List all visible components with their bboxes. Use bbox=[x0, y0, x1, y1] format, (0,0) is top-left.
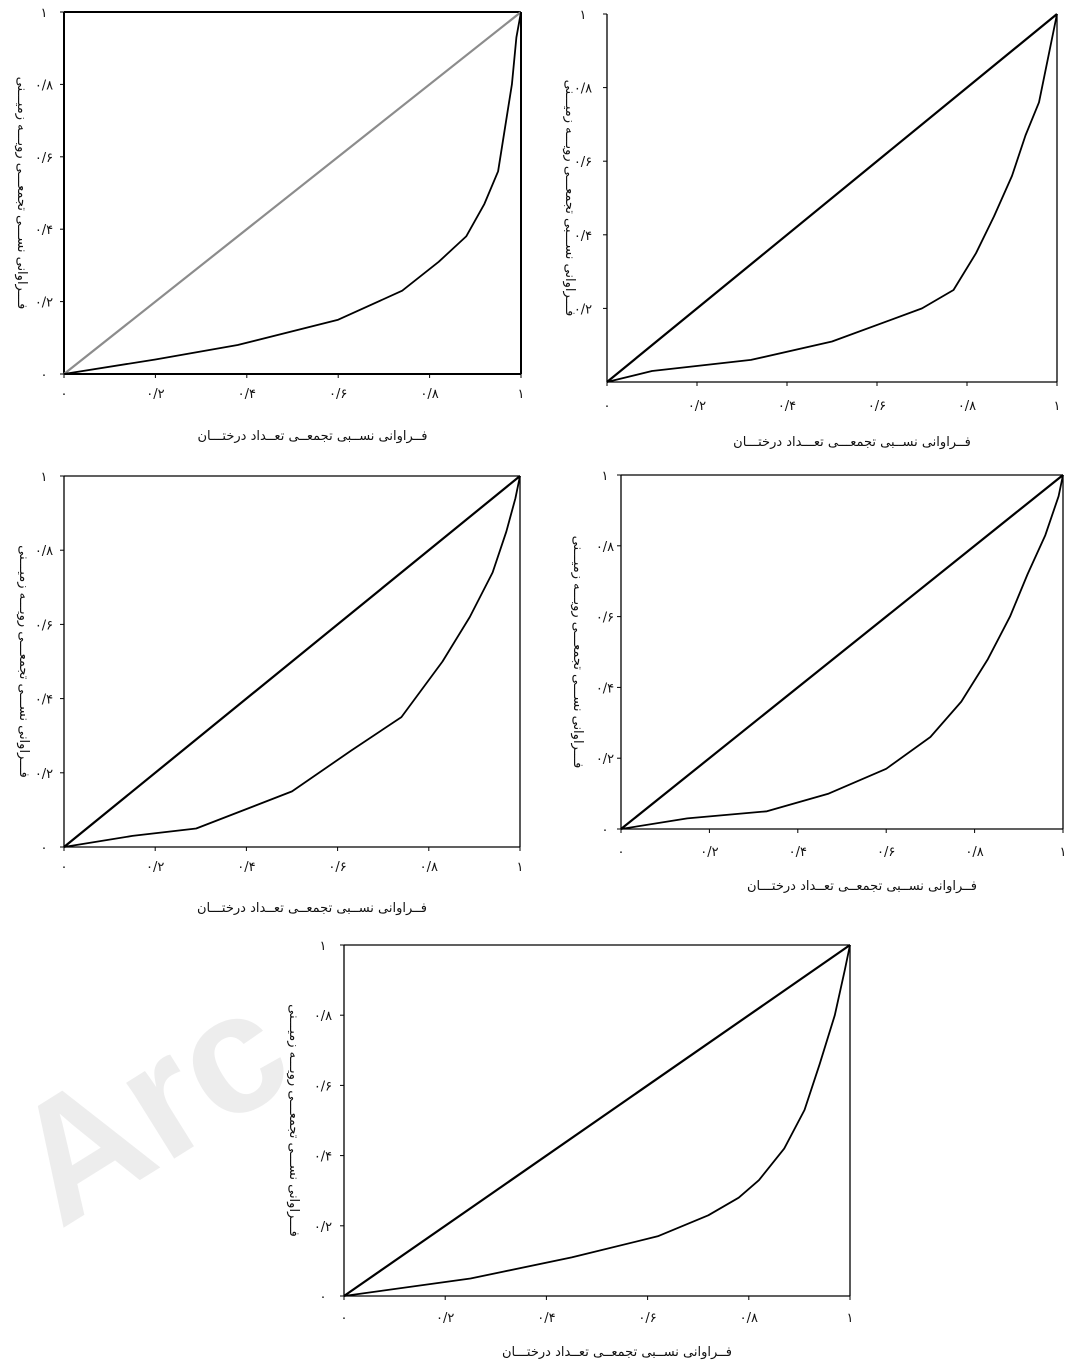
x-tick-label: ۰/۴ bbox=[778, 399, 796, 414]
x-axis-label: فــراوانی نســبی تجمعــی تعــداد درختـــ… bbox=[747, 879, 977, 894]
y-tick-label: ۱ bbox=[580, 8, 587, 23]
x-tick-label: ۰/۶ bbox=[868, 399, 886, 414]
y-axis-label: فـــراوانی نســـبی تجمعـــی رویـــه زمیـ… bbox=[562, 80, 577, 317]
y-tick-label: ۰ bbox=[41, 841, 48, 856]
y-tick-label: ۰ bbox=[320, 1290, 327, 1305]
x-tick-label: ۰ bbox=[604, 399, 611, 414]
y-tick-label: ۰/۶ bbox=[574, 155, 592, 170]
x-tick-label: ۰ bbox=[61, 387, 68, 402]
x-tick-label: ۰/۶ bbox=[877, 845, 895, 860]
y-tick-label: ۰/۶ bbox=[596, 611, 614, 626]
x-tick-label: ۰/۶ bbox=[328, 860, 346, 875]
x-tick-label: ۰/۴ bbox=[537, 1311, 555, 1326]
lorenz-curve bbox=[63, 475, 521, 848]
lorenz-curve bbox=[343, 944, 851, 1297]
y-tick-label: ۰/۴ bbox=[35, 693, 53, 708]
x-tick-label: ۰/۸ bbox=[420, 387, 438, 402]
y-tick-label: ۱ bbox=[602, 469, 609, 484]
x-axis-label: فــراوانی نســبی تجمعــی تعــداد درختـــ… bbox=[502, 1345, 732, 1360]
y-tick-label: ۰/۸ bbox=[35, 78, 53, 93]
x-tick-label: ۰/۶ bbox=[329, 387, 347, 402]
chart-panel-3: ۰ ۰/۲ ۰/۴ ۰/۶ ۰/۸ ۱ ۰ ۰/۲ ۰/۴ ۰/۶ ۰/۸ ۱ فــراوانی نس… bbox=[16, 470, 523, 916]
y-tick-label: ۰/۴ bbox=[35, 223, 53, 238]
y-tick-label: ۰/۲ bbox=[35, 296, 53, 311]
y-tick-label: ۰/۴ bbox=[314, 1150, 332, 1165]
y-tick-label: ۰/۸ bbox=[574, 82, 592, 97]
y-tick-label: ۰ bbox=[41, 368, 48, 383]
x-tick-label: ۱ bbox=[517, 860, 524, 875]
y-tick-label: ۰/۲ bbox=[596, 752, 614, 767]
chart-panel-5: ۰ ۰/۲ ۰/۴ ۰/۶ ۰/۸ ۱ ۰ ۰/۲ ۰/۴ ۰/۶ ۰/۸ ۱ فــراوانی نس… bbox=[286, 939, 853, 1360]
chart-panel-2: ۰ ۰/۲ ۰/۴ ۰/۶ ۰/۸ ۱ ۰/۲ ۰/۴ ۰/۶ ۰/۸ ۱ فــراوانی نسـ… bbox=[562, 8, 1060, 450]
x-tick-label: ۰/۸ bbox=[420, 860, 438, 875]
y-tick-label: ۰/۸ bbox=[35, 544, 53, 559]
y-tick-label: ۰/۸ bbox=[596, 540, 614, 555]
y-tick-label: ۱ bbox=[320, 939, 327, 954]
x-tick-label: ۰/۲ bbox=[146, 860, 164, 875]
y-tick-label: ۱ bbox=[41, 470, 48, 485]
y-tick-label: ۰/۲ bbox=[35, 767, 53, 782]
y-tick-label: ۰ bbox=[602, 823, 609, 838]
y-tick-label: ۰/۴ bbox=[596, 681, 614, 696]
x-tick-label: ۰/۲ bbox=[700, 845, 718, 860]
x-tick-label: ۰/۲ bbox=[436, 1311, 454, 1326]
equality-line bbox=[606, 13, 1058, 383]
x-tick-label: ۰/۲ bbox=[688, 399, 706, 414]
equality-line bbox=[343, 944, 851, 1297]
equality-line bbox=[63, 475, 521, 848]
lorenz-curve bbox=[63, 11, 522, 375]
y-axis-label: فـــراوانی نســـی تجمعـــی رویـــه زمیــ… bbox=[570, 536, 585, 769]
x-tick-label: ۰/۴ bbox=[789, 845, 807, 860]
chart-panel-4: ۰ ۰/۲ ۰/۴ ۰/۶ ۰/۸ ۱ ۰ ۰/۲ ۰/۴ ۰/۶ ۰/۸ ۱ فــراوانی نس… bbox=[570, 469, 1066, 894]
chart-panel-1: ۰ ۰/۲ ۰/۴ ۰/۶ ۰/۸ ۱ ۰ ۰/۲ ۰/۴ ۰/۶ ۰/۸ ۱ فــراوانی نس… bbox=[14, 6, 524, 444]
x-tick-label: ۰/۴ bbox=[237, 860, 255, 875]
y-tick-label: ۱ bbox=[41, 6, 48, 21]
x-tick-label: ۱ bbox=[1060, 845, 1067, 860]
watermark: Arc bbox=[0, 950, 320, 1261]
x-tick-label: ۱ bbox=[518, 387, 525, 402]
y-tick-label: ۰/۲ bbox=[574, 302, 592, 317]
x-tick-label: ۰/۶ bbox=[638, 1311, 656, 1326]
y-axis-label: فـــراوانی نســـی تجمعـــی رویـــه زمیــ… bbox=[16, 545, 31, 778]
y-axis-label: فـــراوانی نســـی تجمعـــی رویـــه زمیــ… bbox=[286, 1004, 301, 1237]
x-axis-label: فــراوانی نســبی تجمعـــی تعـــداد درختـ… bbox=[733, 435, 971, 450]
y-tick-label: ۰/۶ bbox=[35, 618, 53, 633]
x-tick-label: ۰/۸ bbox=[740, 1311, 758, 1326]
lorenz-curve bbox=[620, 474, 1064, 830]
equality-line bbox=[63, 11, 522, 375]
y-tick-label: ۰/۶ bbox=[314, 1079, 332, 1094]
equality-line bbox=[620, 474, 1064, 830]
x-tick-label: ۰ bbox=[618, 845, 625, 860]
x-tick-label: ۰/۸ bbox=[965, 845, 983, 860]
x-tick-label: ۰/۴ bbox=[238, 387, 256, 402]
y-tick-label: ۰/۸ bbox=[314, 1009, 332, 1024]
x-tick-label: ۱ bbox=[1054, 399, 1061, 414]
x-tick-label: ۰/۲ bbox=[146, 387, 164, 402]
x-tick-label: ۰ bbox=[61, 860, 68, 875]
x-tick-label: ۰/۸ bbox=[958, 399, 976, 414]
x-axis-label: فــراوانی نســبی تجمعــی تعــداد درختـــ… bbox=[197, 901, 427, 916]
x-tick-label: ۰ bbox=[341, 1311, 348, 1326]
y-axis-label: فـــراوانی نســـی تجمعـــی رویـــه زمیــ… bbox=[14, 77, 29, 310]
y-tick-label: ۰/۴ bbox=[574, 229, 592, 244]
lorenz-curve bbox=[606, 13, 1058, 383]
x-axis-label: فــراوانی نســبی تجمعــی تعــداد درختـــ… bbox=[197, 429, 427, 444]
y-tick-label: ۰/۶ bbox=[35, 151, 53, 166]
x-tick-label: ۱ bbox=[847, 1311, 854, 1326]
y-tick-label: ۰/۲ bbox=[314, 1220, 332, 1235]
